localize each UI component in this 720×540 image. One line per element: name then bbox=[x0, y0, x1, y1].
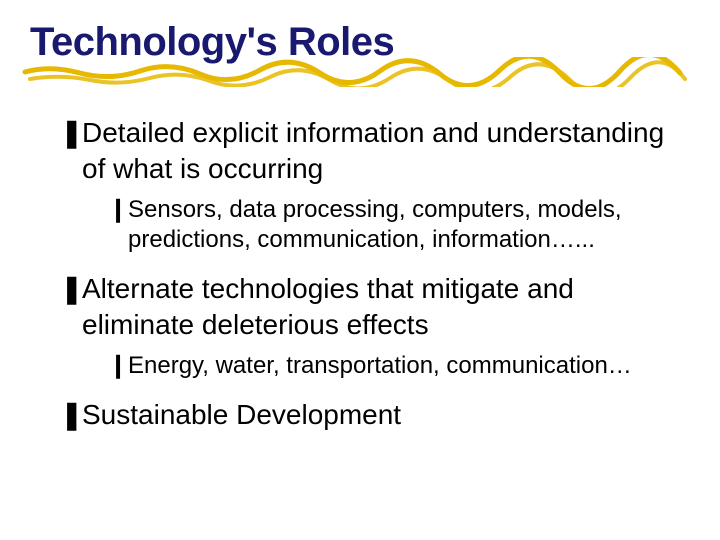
bullet-marker-z: ❚ bbox=[60, 397, 82, 433]
bullet-level1: ❚ Detailed explicit information and unde… bbox=[60, 115, 690, 187]
bullet-text: Detailed explicit information and unders… bbox=[82, 115, 690, 187]
bullet-marker-z: ❚ bbox=[60, 115, 82, 151]
slide-title: Technology's Roles bbox=[30, 20, 690, 65]
bullet-text: Sustainable Development bbox=[82, 397, 401, 433]
bullet-level2: ❙ Sensors, data processing, computers, m… bbox=[108, 195, 690, 255]
bullet-level1: ❚ Alternate technologies that mitigate a… bbox=[60, 271, 690, 343]
bullet-level1: ❚ Sustainable Development bbox=[60, 397, 690, 433]
bullet-text: Alternate technologies that mitigate and… bbox=[82, 271, 690, 343]
bullet-marker-z: ❚ bbox=[60, 271, 82, 307]
bullet-text: Energy, water, transportation, communica… bbox=[128, 351, 632, 381]
title-underline bbox=[30, 67, 690, 95]
bullet-marker-y: ❙ bbox=[108, 351, 128, 381]
bullet-level2: ❙ Energy, water, transportation, communi… bbox=[108, 351, 690, 381]
bullet-marker-y: ❙ bbox=[108, 195, 128, 225]
bullet-text: Sensors, data processing, computers, mod… bbox=[128, 195, 690, 255]
